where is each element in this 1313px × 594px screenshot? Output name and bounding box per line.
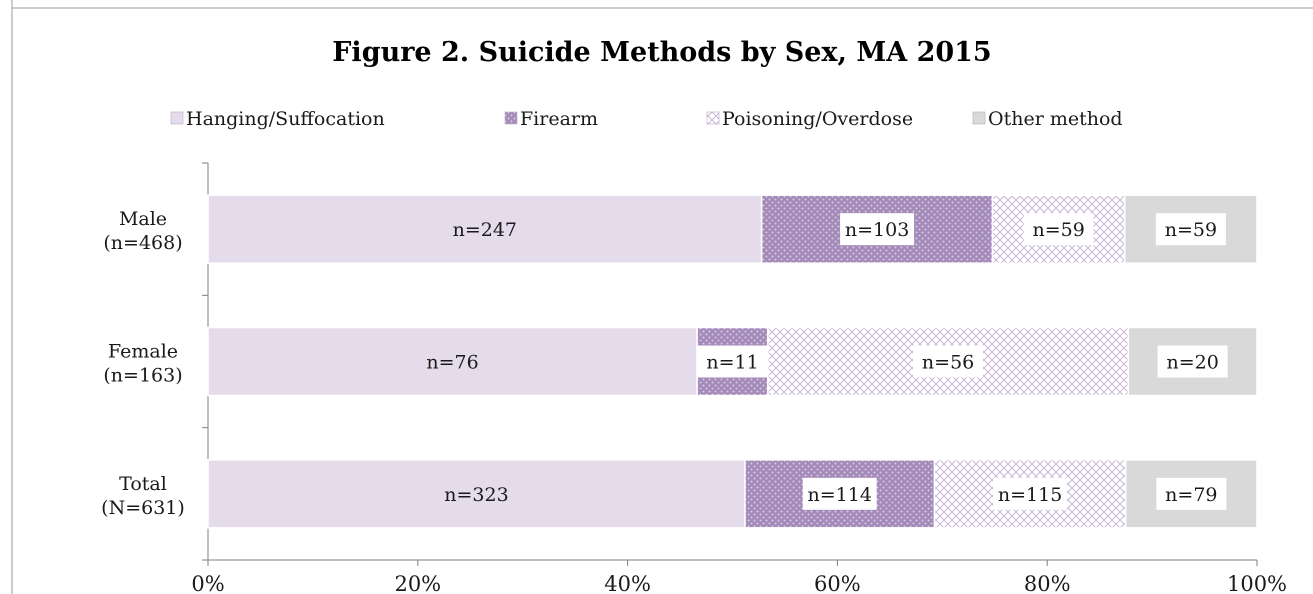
bar-hanging-suffocation (207, 326, 698, 397)
data-label: n=11 (706, 352, 758, 374)
chart-title: Figure 2. Suicide Methods by Sex, MA 201… (332, 37, 991, 68)
data-label-box (1156, 477, 1227, 510)
data-label-box (802, 477, 877, 510)
bar-hanging-suffocation (207, 459, 746, 529)
data-label-box (697, 345, 768, 378)
legend-item-poisoning-overdose: Poisoning/Overdose (706, 108, 913, 130)
data-label: n=79 (1165, 484, 1217, 506)
legend-item-other-method: Other method (972, 108, 1123, 130)
x-tick-label: 0% (191, 572, 224, 594)
legend: Hanging/Suffocation Firearm Poisoning/Over… (170, 108, 1123, 130)
legend-label: Firearm (520, 108, 598, 130)
legend-swatch (706, 111, 720, 125)
x-tick-label: 40% (604, 572, 651, 594)
data-label-box (1023, 213, 1094, 246)
data-label-box (1157, 345, 1228, 378)
x-tick-label: 60% (814, 572, 861, 594)
axes: 0% 20% 40% 60% 80% 100% Male (n=468) Female (n=16… (101, 162, 1287, 594)
category-label: Female (n=163) (103, 341, 182, 387)
legend-swatch (972, 111, 986, 125)
legend-label: Poisoning/Overdose (722, 108, 913, 130)
bar-other-method (1127, 326, 1258, 397)
data-labels: n=247 n=103 n=59 n=59 n=76 n=11 n=56 n=20 n=323 n… (426, 213, 1228, 510)
legend-label: Hanging/Suffocation (186, 108, 385, 130)
legend-swatch (170, 111, 184, 125)
x-tick-label: 20% (394, 572, 441, 594)
data-label: n=59 (1165, 219, 1217, 241)
data-label: n=103 (845, 219, 909, 241)
x-tick-label: 100% (1227, 572, 1287, 594)
data-label: n=59 (1032, 219, 1084, 241)
legend-item-hanging-suffocation: Hanging/Suffocation (170, 108, 385, 130)
data-label: n=56 (922, 352, 974, 374)
data-label-box (840, 213, 915, 246)
data-label-box (1155, 213, 1226, 246)
data-label-box (913, 345, 984, 378)
data-label: n=323 (444, 484, 508, 506)
data-label: n=114 (808, 484, 872, 506)
legend-swatch (504, 111, 518, 125)
category-label: Male (n=468) (103, 208, 182, 254)
data-label: n=76 (426, 352, 478, 374)
bar-hanging-suffocation (207, 194, 763, 264)
x-tick-label: 80% (1024, 572, 1071, 594)
data-label: n=115 (998, 484, 1062, 506)
legend-label: Other method (988, 108, 1123, 130)
category-label: Total (N=631) (101, 473, 185, 519)
data-label: n=20 (1166, 352, 1218, 374)
data-label-box (993, 477, 1068, 510)
data-label: n=247 (453, 219, 517, 241)
bar-poisoning-overdose (991, 194, 1126, 264)
legend-item-firearm: Firearm (504, 108, 598, 130)
